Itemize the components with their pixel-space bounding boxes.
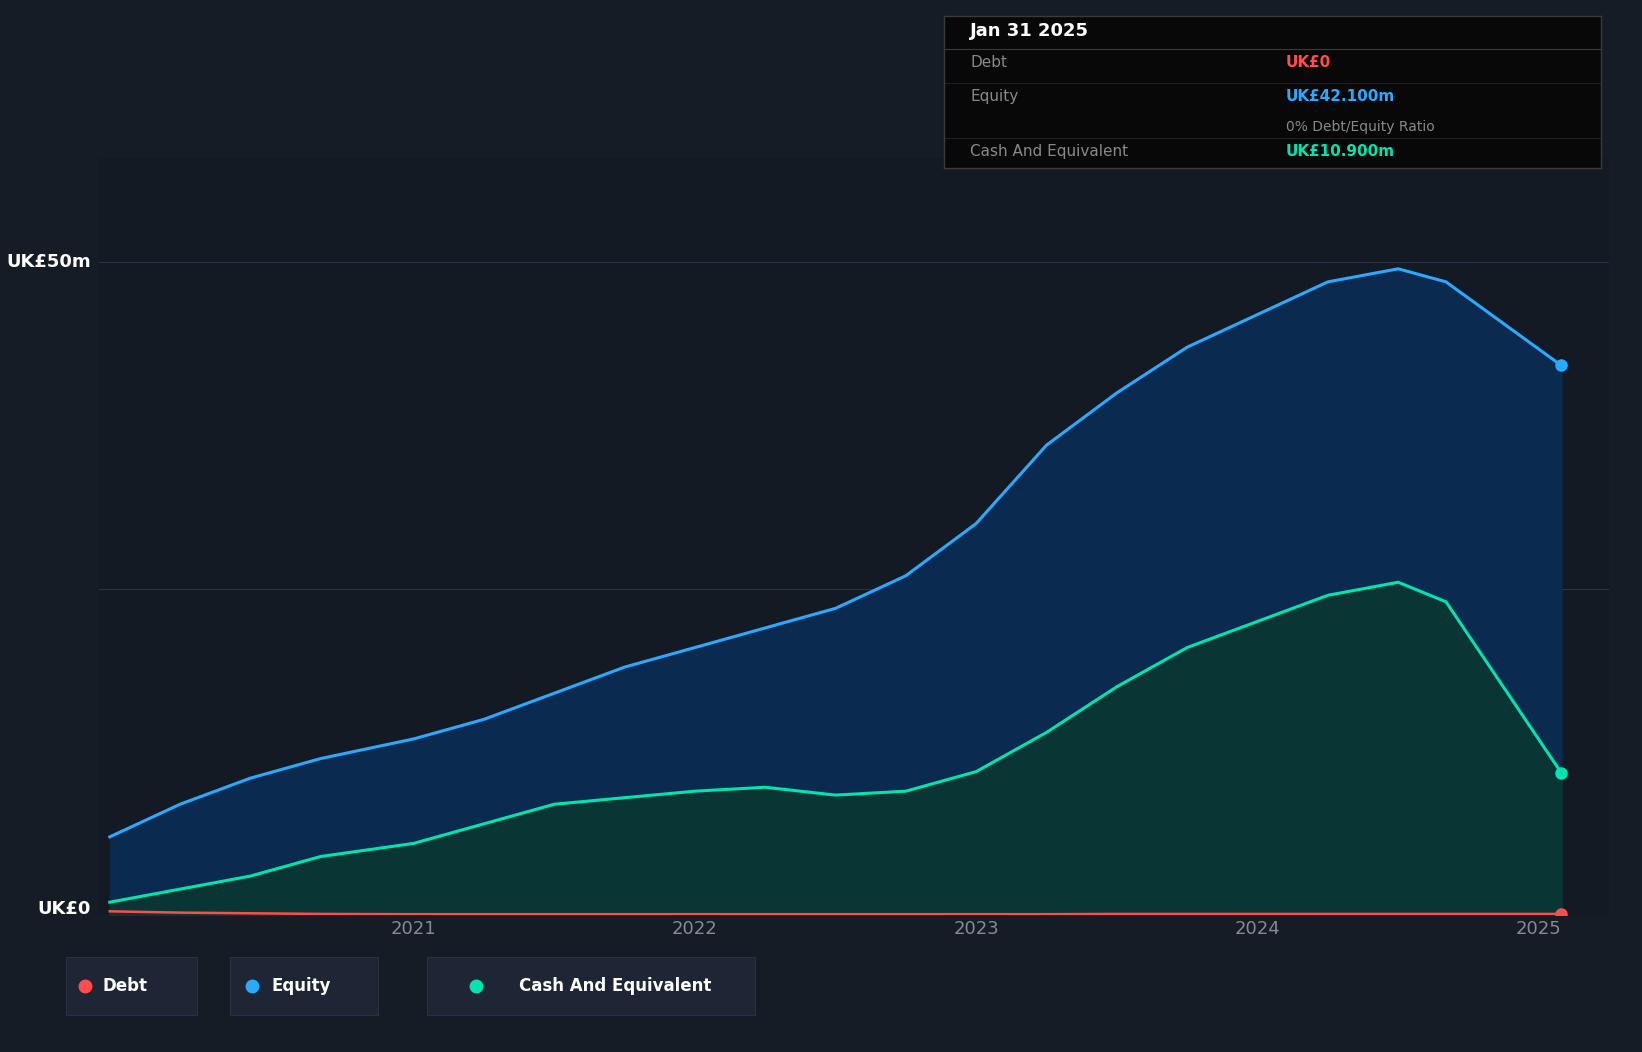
Text: Cash And Equivalent: Cash And Equivalent [970,144,1128,159]
Text: Equity: Equity [970,89,1018,104]
Text: Debt: Debt [970,56,1008,70]
Text: UK£0: UK£0 [1286,56,1332,70]
Text: UK£10.900m: UK£10.900m [1286,144,1394,159]
Text: UK£50m: UK£50m [7,254,90,271]
Text: Jan 31 2025: Jan 31 2025 [970,22,1089,40]
Text: Cash And Equivalent: Cash And Equivalent [519,977,711,995]
Text: Equity: Equity [271,977,330,995]
Text: UK£0: UK£0 [38,899,90,917]
Text: UK£42.100m: UK£42.100m [1286,89,1396,104]
Text: 0% Debt/Equity Ratio: 0% Debt/Equity Ratio [1286,120,1435,134]
Text: Debt: Debt [102,977,148,995]
